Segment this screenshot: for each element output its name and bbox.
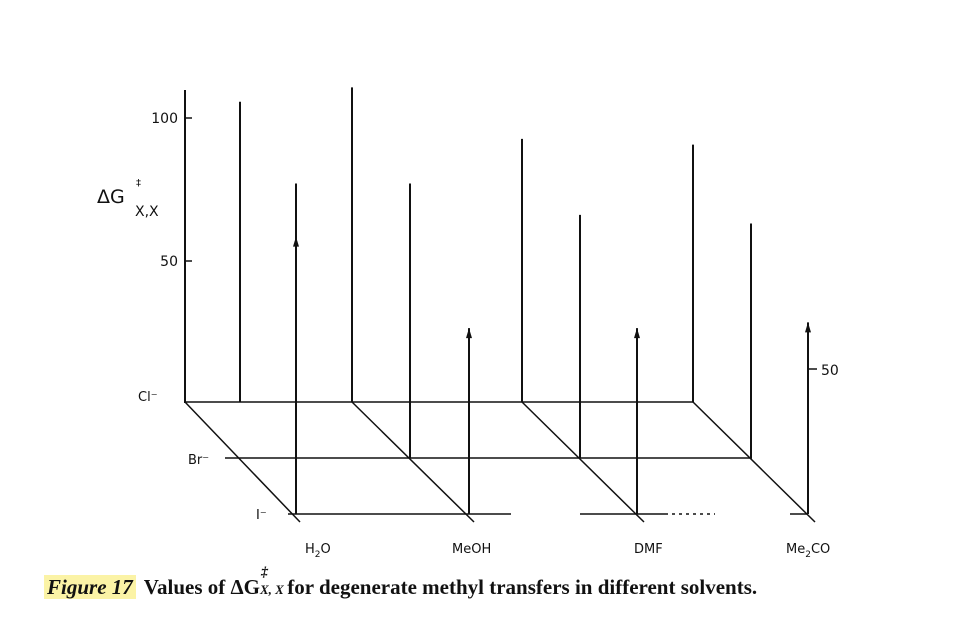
caption-text: Values of ΔG ‡ X, X for degenerate methyl … [143,565,758,599]
figure-label: Figure 17 [44,575,136,599]
y-axis-title-sub: X,X [135,204,159,220]
caption-text-after: for degenerate methyl transfers in diffe… [282,575,758,599]
solvent-label-meoh: MeOH [452,542,491,557]
solvent-label-dmf: DMF [634,542,663,557]
figure-caption: Figure 17 Values of ΔG ‡ X, X for degenerat… [44,565,944,600]
y-tick-label-100: 100 [151,111,178,127]
y-axis-title-sup: ‡ [136,178,141,189]
y-axis-title: ΔG [97,186,125,208]
bar-layer [239,87,811,514]
caption-subsup: ‡ X, X [260,565,284,597]
solvent-label-h2o-base: H [305,542,315,557]
solvent-label-h2o-sub: 2 [315,550,321,560]
caption-sub: X, X [260,582,284,597]
solvent-label-h2o: H2O [305,542,331,560]
depth-line-meoh [351,401,475,523]
y-tick-label-50: 50 [160,254,178,270]
bar-arrow-i-meoh [466,328,472,339]
depth-tick-label: 50 [821,363,839,379]
row-label-cl: Cl⁻ [138,390,158,405]
bar-arrow-i-me2co [805,322,811,333]
depth-line-h2o [184,401,301,523]
depth-line-me2co [692,401,816,523]
y-axis-title-main: ΔG [97,186,125,208]
solvent-label-me2co-base: Me [786,542,805,557]
row-label-br: Br⁻ [188,453,209,468]
solvent-label-me2co-tail: CO [811,542,830,557]
bar-arrow-i-h2o [293,236,299,247]
caption-sup: ‡ [261,565,269,580]
bar-arrow-i-dmf [634,328,640,339]
caption-text-before: Values of ΔG [143,575,261,599]
solvent-label-me2co-sub: 2 [805,550,811,560]
row-label-i: I⁻ [256,508,267,523]
depth-line-dmf [521,401,645,523]
solvent-label-me2co: Me2CO [786,542,830,560]
solvent-label-h2o-tail: O [321,542,331,557]
